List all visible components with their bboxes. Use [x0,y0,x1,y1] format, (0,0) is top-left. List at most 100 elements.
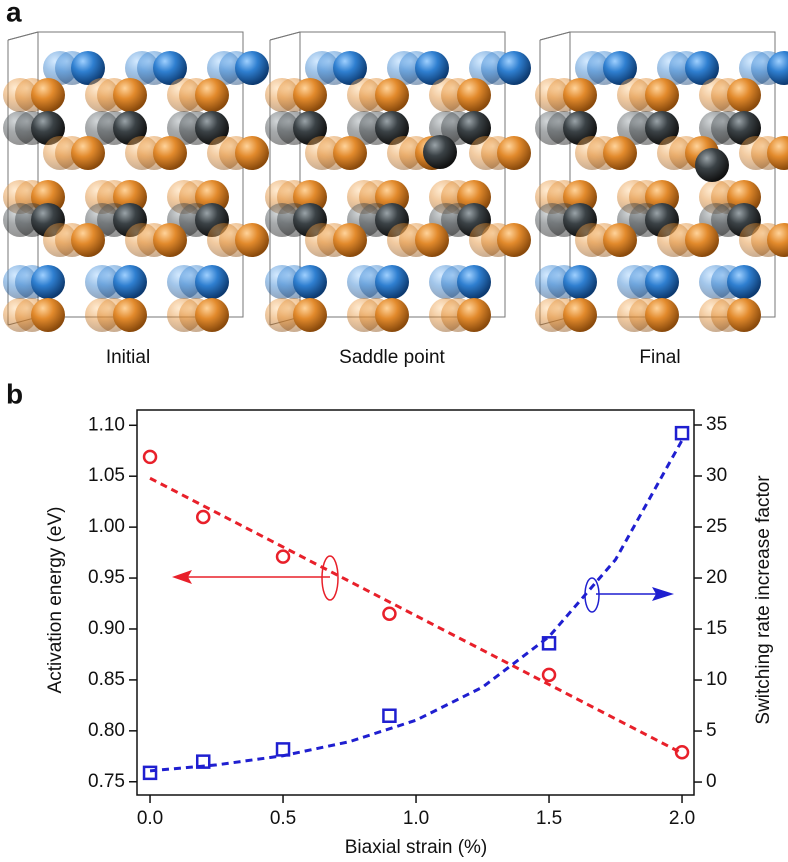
atom [727,265,761,299]
y-axis-label: Activation energy (eV) [45,507,66,694]
atom [153,51,187,85]
data-point [275,549,291,564]
data-point [674,425,690,441]
y2-tick-label: 30 [706,465,727,486]
data-point [382,708,397,723]
blue-annotation [584,577,674,613]
atom [767,136,788,170]
atom [603,136,637,170]
y-tick-label: 0.75 [88,771,125,792]
atom [497,223,531,257]
x-tick-label: 2.0 [669,808,695,829]
structures [3,31,788,332]
atom [333,223,367,257]
atom [497,51,531,85]
atom [153,223,187,257]
data-point [674,744,690,760]
atom [113,265,147,299]
y2-tick-label: 20 [706,567,727,588]
atom [415,51,449,85]
atom [457,78,491,112]
data-point [195,509,211,525]
atom [375,78,409,112]
atom [563,78,597,112]
data-point [541,636,557,651]
y2-tick-label: 10 [706,669,727,690]
atom [375,298,409,332]
data-point [541,667,557,683]
structure-label: Final [639,347,680,368]
atom [113,298,147,332]
atom [195,78,229,112]
atom [767,223,788,257]
atom [695,148,729,182]
data-point [382,606,397,621]
atom [727,78,761,112]
atom [71,51,105,85]
atom [71,136,105,170]
atom [31,298,65,332]
x-tick-label: 0.0 [137,808,163,829]
x-tick-label: 0.5 [270,808,296,829]
structure-label: Saddle point [339,347,445,368]
panel-label: b [6,378,23,409]
atom [603,51,637,85]
plot-frame [136,409,695,796]
atom [235,51,269,85]
atom [375,265,409,299]
data-point [195,754,211,769]
atom [457,265,491,299]
panel-label: a [6,0,22,27]
atom [235,223,269,257]
y2-tick-label: 25 [706,516,727,537]
y-tick-label: 1.05 [88,465,125,486]
unit-cell [269,31,301,41]
fit-line [149,476,683,755]
red-annotation [172,555,339,601]
atom [195,265,229,299]
y-tick-label: 0.80 [88,720,125,741]
atom [113,78,147,112]
y-tick-label: 1.00 [88,516,125,537]
atom [603,223,637,257]
y2-tick-label: 5 [706,720,717,741]
y2-tick-label: 15 [706,618,727,639]
unit-cell [7,31,39,41]
atom [333,51,367,85]
unit-cell [539,31,571,41]
y-tick-label: 1.10 [88,414,125,435]
atom [497,136,531,170]
atom [31,78,65,112]
fit-line [149,439,684,773]
atom [195,298,229,332]
x-tick-label: 1.5 [536,808,562,829]
atom [293,78,327,112]
atom [645,78,679,112]
atom [685,51,719,85]
atom [71,223,105,257]
atom [727,298,761,332]
data-point [142,449,158,465]
y-tick-label: 0.90 [88,618,125,639]
atom [333,136,367,170]
atom [685,223,719,257]
y-tick-label: 0.95 [88,567,125,588]
atom [31,265,65,299]
atom [415,223,449,257]
x-tick-label: 1.0 [403,808,429,829]
atom [423,135,457,169]
atom [293,298,327,332]
y-tick-label: 0.85 [88,669,125,690]
x-axis-label: Biaxial strain (%) [345,837,488,858]
atom [645,298,679,332]
atom [457,298,491,332]
y2-tick-label: 35 [706,414,727,435]
atom [645,265,679,299]
atom [563,265,597,299]
y2-tick-label: 0 [706,771,717,792]
structure-label: Initial [106,347,150,368]
data-point [275,742,291,757]
y2-axis-label: Switching rate increase factor [753,475,774,725]
plot: 0.0 0.5 1.0 1.5 2.0 0.75 0.80 0.85 0.90 0.95 1.00 1… [88,414,727,829]
